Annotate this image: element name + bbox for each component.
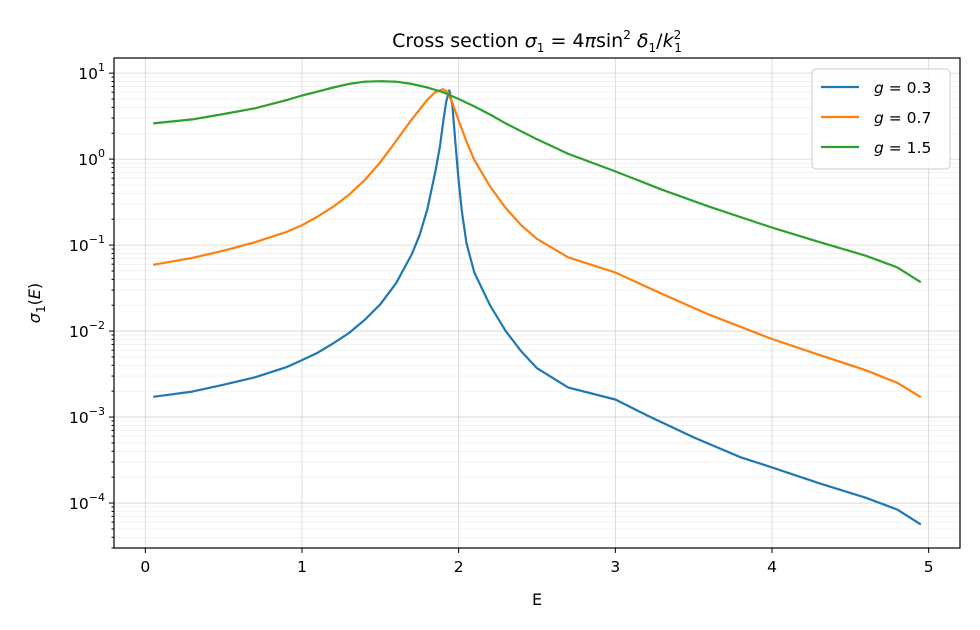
grid: [114, 58, 960, 549]
legend: g = 0.3 g = 0.7 g = 1.5: [811, 68, 951, 170]
x-tick-label: 4: [767, 558, 777, 576]
y-tick-label: 10−4: [69, 491, 105, 513]
y-tick-label: 10−3: [69, 405, 105, 427]
y-tick-label: 10−2: [69, 319, 105, 341]
x-tick-label: 0: [140, 558, 150, 576]
series-lines: [153, 80, 922, 526]
legend-label: g = 1.5: [874, 139, 931, 157]
y-tick-label: 10−1: [69, 233, 105, 255]
y-axis-label: σ1(E): [25, 283, 48, 323]
x-axis-label: E: [532, 590, 542, 609]
series-line-3: [153, 80, 922, 284]
x-tick-label: 3: [610, 558, 620, 576]
legend-label: g = 0.7: [874, 109, 931, 127]
series-line-2: [153, 88, 922, 399]
axis-ticks: 0 1 2 3 4 5 10−4 10−3 10−2 10−1 100 101: [69, 61, 934, 576]
y-tick-label: 100: [78, 147, 105, 169]
legend-box: [811, 68, 951, 170]
y-tick-label: 101: [78, 61, 105, 83]
plot-frame: [113, 57, 961, 549]
x-tick-label: 1: [297, 558, 307, 576]
legend-label: g = 0.3: [874, 79, 931, 97]
x-tick-label: 5: [924, 558, 934, 576]
x-tick-label: 2: [454, 558, 464, 576]
